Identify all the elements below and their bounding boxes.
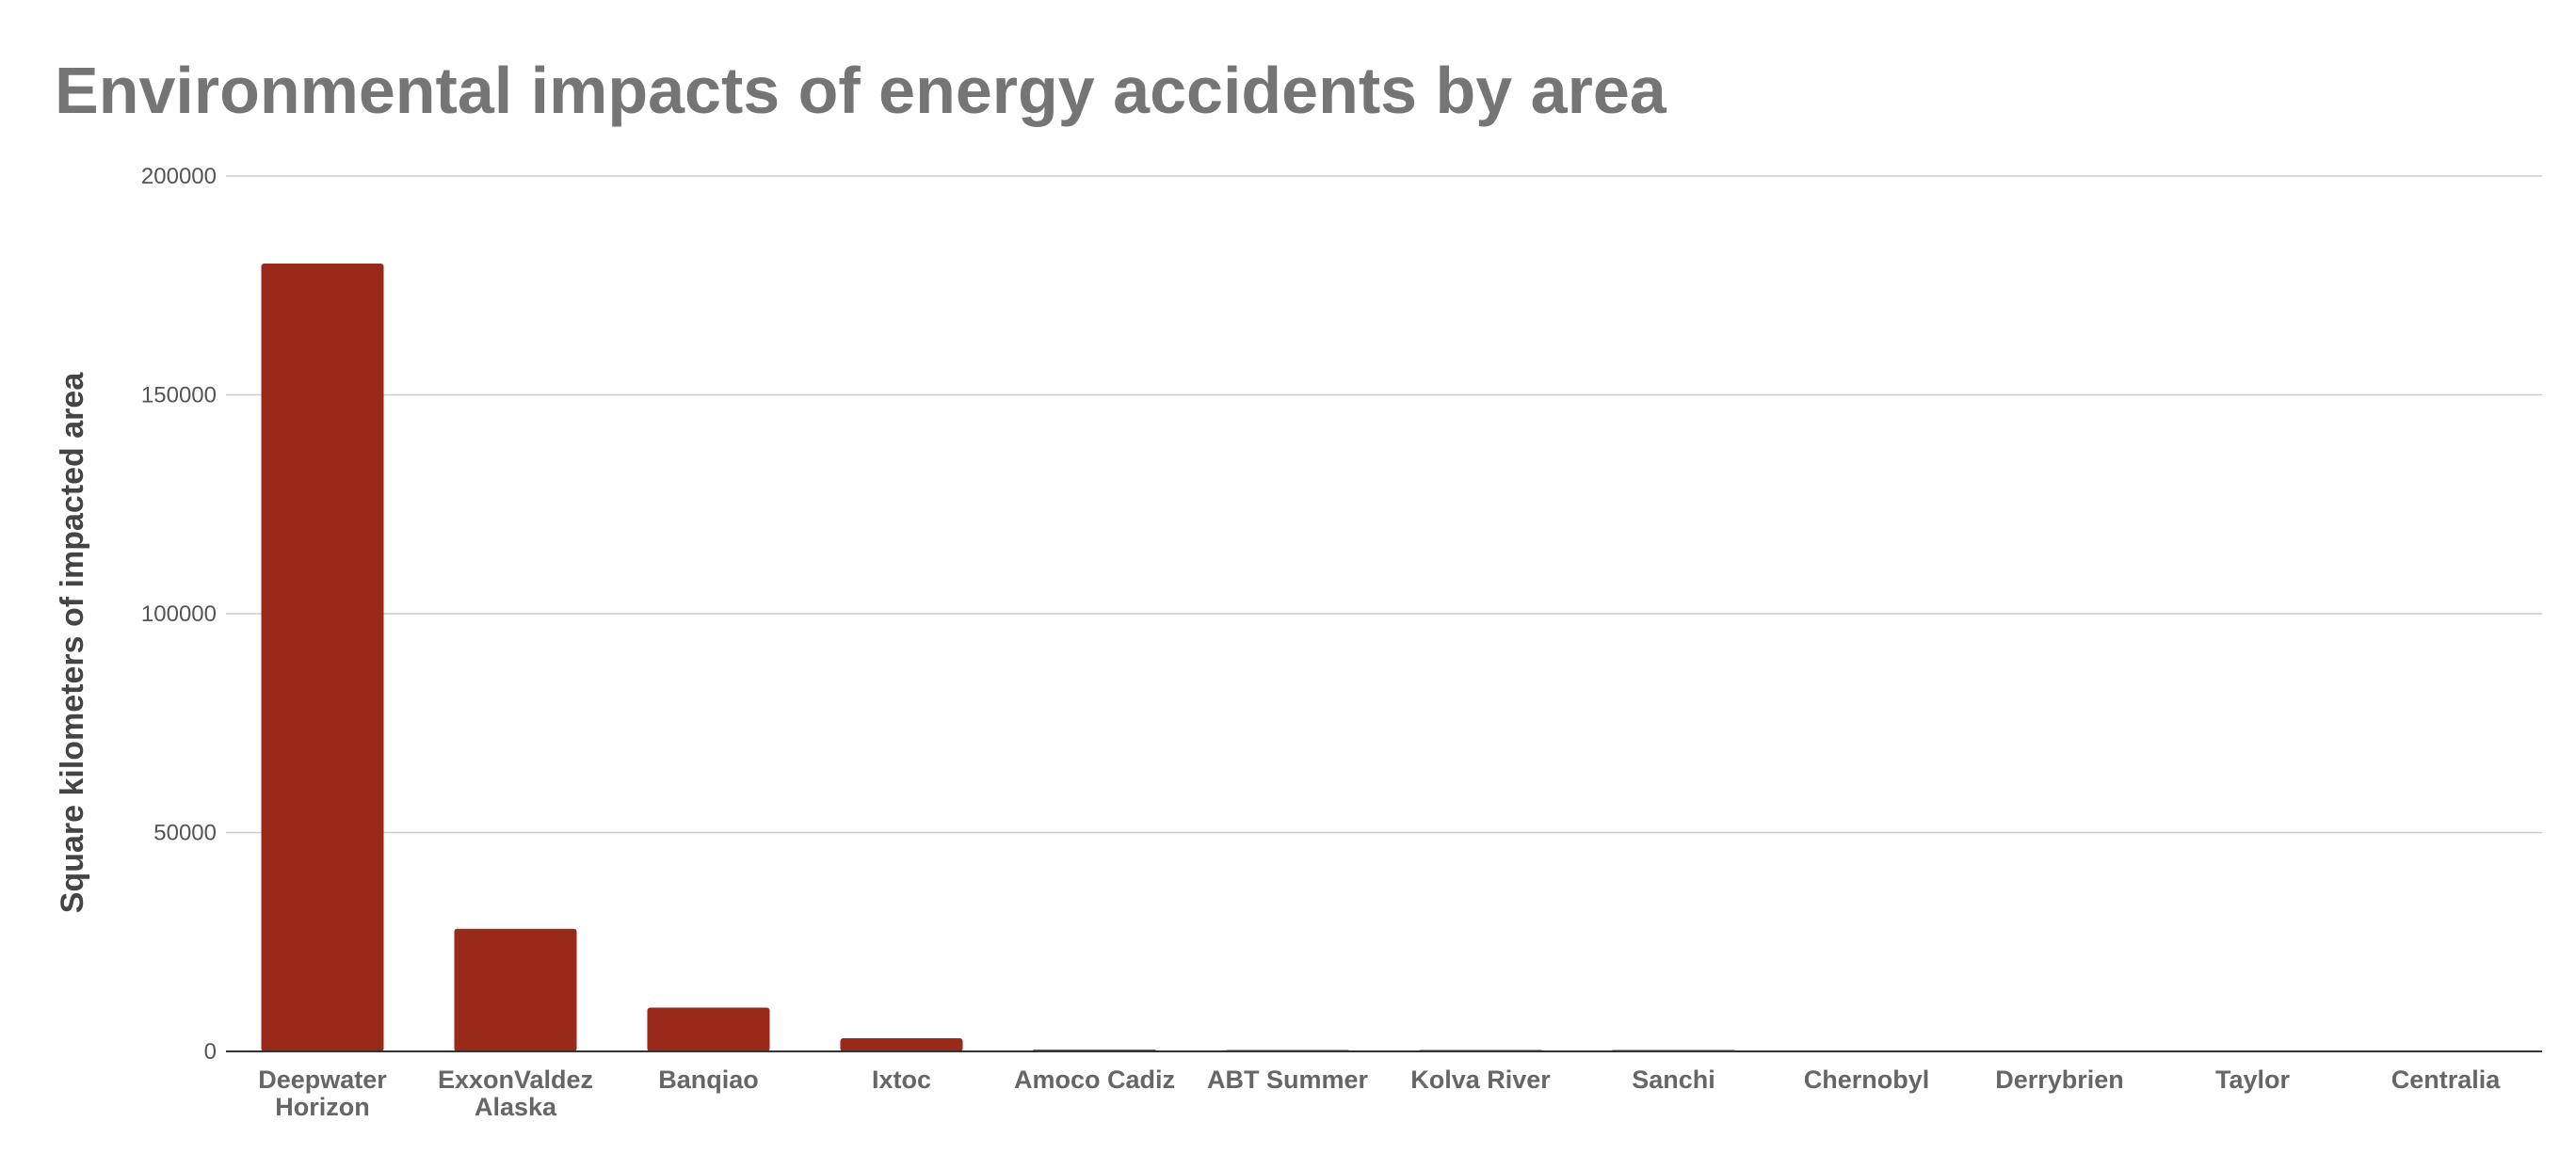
y-tick-label: 0 <box>204 1039 217 1065</box>
x-tick-label: Derrybrien <box>1995 1066 2124 1094</box>
gridlines <box>226 175 2542 834</box>
x-tick-label: Kolva River <box>1410 1066 1551 1094</box>
y-tick-label: 50000 <box>153 821 217 846</box>
x-tick-label-line: Sanchi <box>1632 1066 1715 1094</box>
x-tick-label-line: Taylor <box>2215 1066 2291 1094</box>
bar <box>261 264 384 1051</box>
x-tick-label-line: ExxonValdez <box>438 1066 593 1094</box>
x-tick-label: Banqiao <box>658 1066 759 1094</box>
x-tick-label-line: Kolva River <box>1410 1066 1551 1094</box>
x-tick-label: Centralia <box>2391 1066 2502 1094</box>
x-tick-label-line: Ixtoc <box>872 1066 931 1094</box>
x-tick-label: Ixtoc <box>872 1066 931 1094</box>
x-tick-label: Sanchi <box>1632 1066 1715 1094</box>
x-tick-labels: Deepwater Horizon ExxonValdez Alaska Banqiao… <box>258 1066 2501 1121</box>
y-tick-labels: 0 50000 100000 150000 200000 <box>141 164 217 1065</box>
x-tick-label: Taylor <box>2215 1066 2291 1094</box>
x-tick-label: Amoco Cadiz <box>1014 1066 1175 1094</box>
bar <box>647 1007 770 1051</box>
y-tick-label: 200000 <box>141 164 217 189</box>
x-tick-label-line: Chernobyl <box>1804 1066 1930 1094</box>
bars <box>261 264 1735 1051</box>
y-tick-label: 150000 <box>141 383 217 409</box>
x-tick-label-line: Derrybrien <box>1995 1066 2124 1094</box>
x-tick-label-line: Amoco Cadiz <box>1014 1066 1175 1094</box>
y-tick-label: 100000 <box>141 601 217 627</box>
bar <box>840 1038 963 1051</box>
x-tick-label-line: Banqiao <box>658 1066 759 1094</box>
x-tick-label: ExxonValdez Alaska <box>438 1066 593 1121</box>
x-tick-label-line: Deepwater <box>258 1066 387 1094</box>
x-tick-label: Deepwater Horizon <box>258 1066 387 1121</box>
y-axis-label: Square kilometers of impacted area <box>55 372 90 914</box>
bar <box>454 928 577 1051</box>
x-tick-label: ABT Summer <box>1207 1066 1369 1094</box>
x-tick-label-line: Alaska <box>475 1093 557 1121</box>
chart-title: Environmental impacts of energy accident… <box>55 54 1667 127</box>
x-tick-label-line: ABT Summer <box>1207 1066 1369 1094</box>
x-tick-label-line: Centralia <box>2391 1066 2502 1094</box>
x-tick-label-line: Horizon <box>275 1093 370 1121</box>
x-tick-label: Chernobyl <box>1804 1066 1930 1094</box>
